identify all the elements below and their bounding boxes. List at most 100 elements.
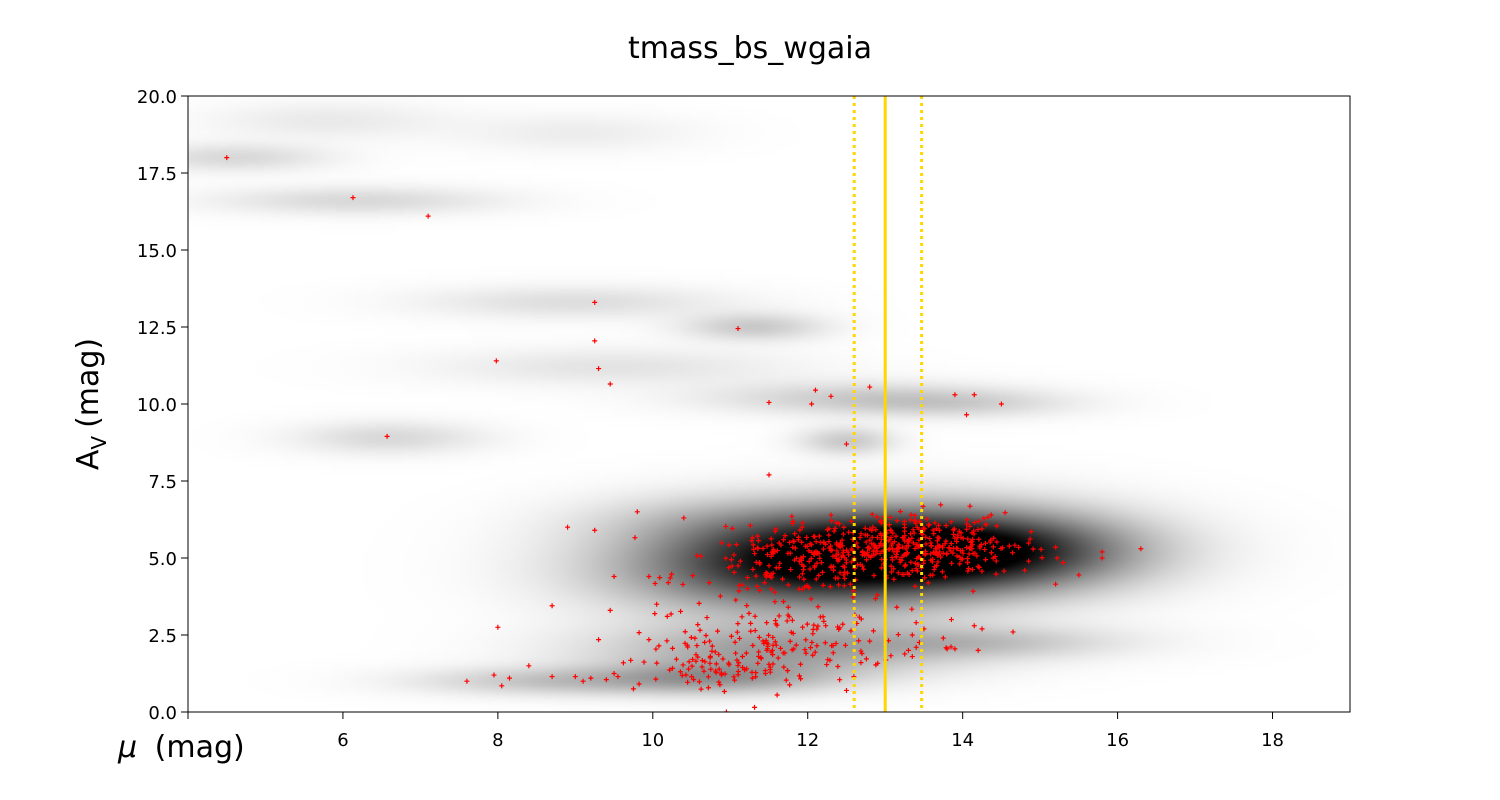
data-point — [863, 539, 869, 545]
data-point — [772, 599, 778, 605]
data-point — [846, 552, 852, 558]
data-point — [737, 558, 743, 564]
data-point — [816, 572, 822, 578]
data-point — [709, 648, 715, 654]
data-point — [901, 518, 907, 524]
data-point — [743, 650, 749, 656]
data-point — [696, 600, 702, 606]
data-point — [746, 610, 752, 616]
data-point — [1053, 544, 1059, 550]
data-point — [895, 632, 901, 638]
data-point — [840, 621, 846, 627]
data-point — [745, 586, 751, 592]
data-point — [939, 569, 945, 575]
data-point — [701, 668, 707, 674]
data-point — [917, 519, 923, 525]
data-point — [632, 535, 638, 541]
data-point — [833, 552, 839, 558]
data-point — [678, 608, 684, 614]
data-point — [888, 653, 894, 659]
data-point — [858, 531, 864, 537]
data-point — [767, 573, 773, 579]
data-point — [1022, 567, 1028, 573]
data-point — [820, 569, 826, 575]
data-point — [777, 560, 783, 566]
data-point — [733, 542, 739, 548]
data-point — [690, 656, 696, 662]
data-point — [726, 565, 732, 571]
data-point — [596, 637, 602, 643]
data-point — [774, 692, 780, 698]
data-point — [729, 526, 735, 532]
data-point — [970, 588, 976, 594]
x-tick-label: 14 — [951, 730, 974, 751]
data-point — [808, 596, 814, 602]
data-point — [967, 523, 973, 529]
data-point — [893, 552, 899, 558]
data-point — [799, 539, 805, 545]
data-point — [823, 623, 829, 629]
data-point — [787, 638, 793, 644]
data-point — [890, 546, 896, 552]
data-point — [768, 586, 774, 592]
data-point — [753, 559, 759, 565]
data-point — [776, 540, 782, 546]
chart-title: tmass_bs_wgaia — [628, 31, 872, 66]
data-point — [785, 668, 791, 674]
data-point — [836, 557, 842, 563]
data-point — [858, 660, 864, 666]
data-point — [791, 646, 797, 652]
data-point — [1060, 560, 1066, 566]
data-point — [750, 643, 756, 649]
data-point — [916, 562, 922, 568]
data-point — [766, 472, 772, 478]
data-point — [904, 550, 910, 556]
data-point — [956, 528, 962, 534]
data-point — [653, 646, 659, 652]
data-point — [909, 535, 915, 541]
data-point — [893, 533, 899, 539]
data-point — [754, 583, 760, 589]
data-point — [785, 604, 791, 610]
y-tick-label: 20.0 — [137, 87, 177, 108]
x-tick-label: 10 — [641, 730, 664, 751]
data-point — [821, 540, 827, 546]
data-point — [888, 528, 894, 534]
data-point — [723, 709, 729, 712]
data-point — [1038, 546, 1044, 552]
data-point — [749, 538, 755, 544]
data-point — [752, 628, 758, 634]
data-point — [803, 650, 809, 656]
y-tick-label: 0.0 — [148, 703, 177, 724]
data-point — [787, 550, 793, 556]
data-point — [781, 537, 787, 543]
data-point — [972, 550, 978, 556]
data-point — [636, 681, 642, 687]
data-point — [766, 399, 772, 405]
data-point — [987, 539, 993, 545]
data-point — [837, 570, 843, 576]
data-point — [840, 548, 846, 554]
data-point — [835, 551, 841, 557]
data-point — [697, 627, 703, 633]
data-point — [652, 580, 658, 586]
data-point — [814, 643, 820, 649]
data-point — [848, 518, 854, 524]
data-point — [951, 545, 957, 551]
data-point — [603, 677, 609, 683]
data-point — [580, 678, 586, 684]
data-point — [789, 617, 795, 623]
data-point — [871, 573, 877, 579]
data-point — [906, 571, 912, 577]
data-point — [803, 637, 809, 643]
data-point — [983, 557, 989, 563]
data-point — [634, 509, 640, 515]
data-point — [901, 535, 907, 541]
data-point — [928, 543, 934, 549]
data-point — [950, 527, 956, 533]
data-point — [682, 640, 688, 646]
data-point — [781, 664, 787, 670]
x-tick-label: 12 — [796, 730, 819, 751]
data-point — [862, 552, 868, 558]
data-point — [954, 553, 960, 559]
